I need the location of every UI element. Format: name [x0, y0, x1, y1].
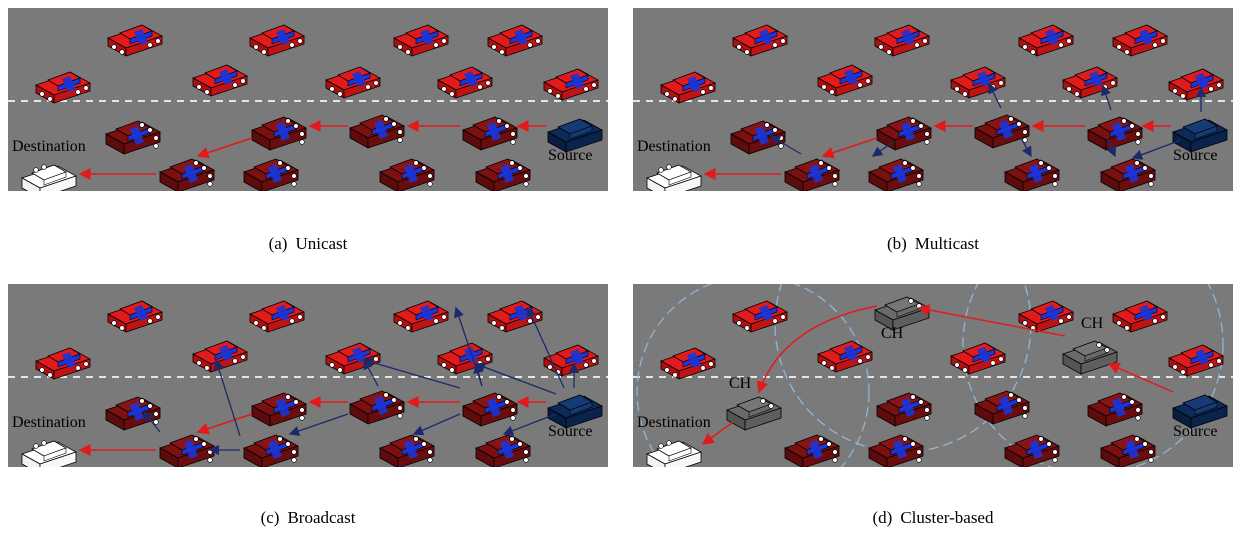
caption-text: Cluster-based: [900, 508, 994, 527]
panel-unicast-diagram: Destination Source: [8, 8, 608, 191]
unicast-path: [78, 120, 546, 180]
caption-cluster-based: (d) Cluster-based: [633, 508, 1233, 528]
panel-unicast: Destination Source: [8, 8, 608, 191]
panel-broadcast-diagram: Destination Source: [8, 284, 608, 467]
source-label: Source: [548, 423, 592, 440]
source-label: Source: [548, 147, 592, 164]
caption-label: (c): [260, 508, 280, 527]
caption-text: Multicast: [914, 234, 980, 253]
panel-multicast-diagram: Destination Source: [633, 8, 1233, 191]
source-label: Source: [1173, 423, 1217, 440]
caption-text: Broadcast: [287, 508, 356, 527]
ch-label: CH: [881, 325, 904, 342]
destination-label: Destination: [12, 414, 86, 431]
multicast-main-path: [703, 120, 1171, 180]
caption-unicast: (a) Unicast: [8, 234, 608, 254]
panel-cluster-based: CH CH CH Destination Source: [633, 284, 1233, 467]
broadcast-flood-paths: [143, 306, 580, 456]
caption-broadcast: (c) Broadcast: [8, 508, 608, 528]
panel-multicast: Destination Source: [633, 8, 1233, 191]
caption-multicast: (b) Multicast: [633, 234, 1233, 254]
caption-label: (d): [872, 508, 893, 527]
caption-text: Unicast: [295, 234, 348, 253]
multicast-branch-paths: [769, 82, 1207, 160]
destination-label: Destination: [637, 414, 711, 431]
caption-label: (b): [886, 234, 907, 253]
destination-label: Destination: [637, 138, 711, 155]
ch-label: CH: [1081, 315, 1104, 332]
panel-broadcast: Destination Source: [8, 284, 608, 467]
panel-cluster-diagram: CH CH CH Destination Source: [633, 284, 1233, 467]
destination-label: Destination: [12, 138, 86, 155]
cluster-path: [701, 304, 1174, 445]
broadcast-main-path: [78, 396, 546, 456]
ch-label: CH: [729, 375, 752, 392]
caption-label: (a): [268, 234, 288, 253]
source-label: Source: [1173, 147, 1217, 164]
